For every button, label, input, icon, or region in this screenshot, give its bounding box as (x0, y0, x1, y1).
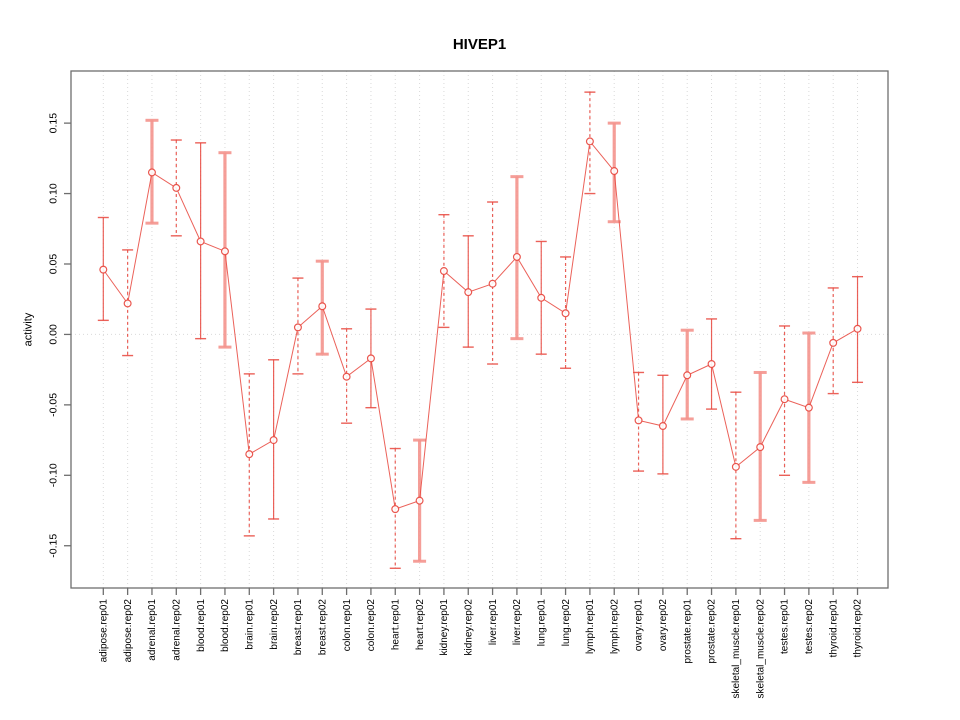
plot-box (70, 70, 889, 589)
x-tick-label: prostate.rep02 (707, 599, 718, 664)
data-point-marker (804, 403, 813, 412)
x-tick-label: testes.rep01 (780, 599, 791, 654)
x-tick-label: kidney.rep02 (463, 599, 474, 656)
data-point-marker (756, 443, 765, 452)
x-tick-label: heart.rep01 (390, 599, 401, 651)
x-tick-label: adipose.rep01 (99, 599, 110, 663)
x-tick-label: brain.rep02 (269, 599, 280, 650)
x-tick-label: blood.rep02 (220, 599, 231, 652)
data-point-marker (512, 252, 521, 261)
x-tick-label: liver.rep01 (488, 599, 499, 646)
x-tick-label: skeletal_muscle.rep02 (755, 599, 766, 699)
data-point-marker (488, 279, 497, 288)
data-point-marker (391, 505, 400, 514)
x-tick-label: lung.rep02 (561, 599, 572, 647)
y-tick-label: 0.00 (47, 324, 59, 345)
x-tick-label: liver.rep02 (512, 599, 523, 646)
data-point-marker (147, 168, 156, 177)
data-point-marker (172, 183, 181, 192)
data-point-marker (853, 324, 862, 333)
x-tick-label: colon.rep01 (342, 599, 353, 652)
y-axis-label: activity (23, 312, 35, 346)
data-point-marker (269, 436, 278, 445)
data-point-marker (464, 288, 473, 297)
y-tick-label: -0.10 (47, 463, 59, 487)
y-tick-label: -0.15 (47, 534, 59, 558)
data-point-marker (829, 338, 838, 347)
x-tick-label: breast.rep01 (293, 599, 304, 656)
x-tick-label: kidney.rep01 (439, 599, 450, 656)
x-tick-label: lung.rep01 (536, 599, 547, 647)
y-tick-label: 0.10 (47, 183, 59, 204)
x-tick-label: breast.rep02 (317, 599, 328, 656)
x-tick-label: adrenal.rep01 (147, 599, 158, 661)
y-axis: -0.15 -0.10 -0.05 0.00 0.05 0.10 0.15 (47, 113, 71, 558)
data-point-marker (780, 395, 789, 404)
x-tick-label: skeletal_muscle.rep01 (731, 599, 742, 699)
data-point-marker (561, 309, 570, 318)
data-point-marker (439, 267, 448, 276)
activity-line (102, 140, 858, 510)
y-tick-label: -0.05 (47, 393, 59, 417)
data-point-marker (707, 360, 716, 369)
data-point-marker (293, 323, 302, 332)
x-tick-label: thyroid.rep02 (853, 599, 864, 658)
data-point-marker (585, 137, 594, 146)
x-tick-label: ovary.rep02 (658, 599, 669, 652)
data-point-marker (366, 354, 375, 363)
x-tick-label: ovary.rep01 (634, 599, 645, 652)
y-tick-label: 0.05 (47, 254, 59, 275)
x-tick-label: testes.rep02 (804, 599, 815, 654)
x-tick-label: thyroid.rep01 (828, 599, 839, 658)
data-point-marker (245, 450, 254, 459)
data-point-marker (683, 371, 692, 380)
y-tick-label: 0.15 (47, 113, 59, 134)
x-tick-label: lymph.rep01 (585, 599, 596, 654)
x-tick-label: blood.rep01 (196, 599, 207, 652)
x-tick-label: prostate.rep01 (682, 599, 693, 664)
data-point-marker (537, 293, 546, 302)
gridlines (71, 71, 888, 588)
data-point-marker (731, 462, 740, 471)
data-point-marker (342, 372, 351, 381)
data-point-marker (196, 237, 205, 246)
x-tick-label: heart.rep02 (415, 599, 426, 651)
data-point-marker (658, 421, 667, 430)
data-point-marker (318, 302, 327, 311)
data-point-marker (220, 247, 229, 256)
x-tick-label: adipose.rep02 (123, 599, 134, 663)
x-tick-label: brain.rep01 (244, 599, 255, 650)
data-points (99, 137, 862, 514)
x-tick-label: colon.rep02 (366, 599, 377, 652)
data-point-marker (634, 416, 643, 425)
data-point-marker (610, 167, 619, 176)
chart-title: HIVEP1 (453, 36, 506, 53)
x-tick-label: adrenal.rep02 (171, 599, 182, 661)
data-point-marker (415, 496, 424, 505)
x-tick-label: lymph.rep02 (609, 599, 620, 654)
data-point-marker (99, 265, 108, 274)
data-point-marker (123, 299, 132, 308)
x-axis: adipose.rep01 adipose.rep02 adrenal.rep01 a… (99, 588, 864, 699)
